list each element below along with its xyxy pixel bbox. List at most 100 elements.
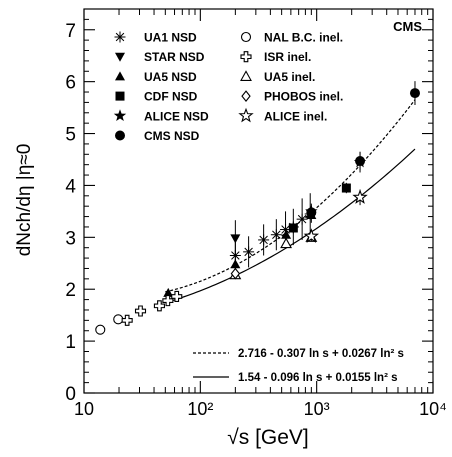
isr-inel-point-shape bbox=[121, 314, 133, 326]
legend-marker-star-nsd bbox=[115, 52, 125, 62]
phobos-inel-point bbox=[230, 267, 241, 280]
legend-marker-ua5-inel-shape bbox=[240, 70, 252, 81]
ua5-nsd-point-shape bbox=[281, 229, 292, 239]
legend-label-ua5-inel: UA5 inel. bbox=[264, 70, 315, 84]
phobos-inel-point-shape bbox=[230, 267, 241, 280]
fit-curve-nsd bbox=[165, 99, 416, 293]
y-tick-label: 4 bbox=[65, 176, 76, 197]
legend-marker-isr-inel-shape bbox=[240, 51, 252, 63]
x-tick-label: 10⁴ bbox=[419, 399, 447, 419]
legend-marker-isr-inel bbox=[240, 51, 252, 63]
isr-inel-point bbox=[171, 290, 183, 303]
isr-inel-point bbox=[134, 305, 147, 317]
star-nsd-point-shape bbox=[230, 234, 241, 244]
ua1-nsd-point bbox=[243, 246, 255, 258]
legend-marker-cms-nsd bbox=[115, 130, 125, 141]
alice-inel-point-shape bbox=[303, 228, 320, 243]
ua5-nsd-point-shape bbox=[230, 259, 241, 269]
axes: 0 1 2 3 4 5 6 7 10 10² 10³ 10⁴ bbox=[65, 9, 447, 419]
cdf-nsd-point bbox=[288, 223, 298, 233]
nal-b-c-inel-point-shape bbox=[113, 314, 124, 325]
legend-marker-cms-nsd-shape bbox=[115, 130, 125, 141]
legend-label-cdf-nsd: CDF NSD bbox=[144, 90, 198, 104]
x-axis-label: √s [GeV] bbox=[227, 426, 309, 449]
legend-label-phobos-inel: PHOBOS inel. bbox=[264, 90, 343, 104]
legend-marker-star-nsd-shape bbox=[115, 52, 125, 62]
y-tick-label: 3 bbox=[65, 228, 76, 249]
legend-marker-alice-inel bbox=[238, 107, 254, 123]
fit-curves bbox=[165, 99, 416, 304]
legend-marker-ua1-nsd bbox=[114, 31, 126, 43]
legend-label-nal-b-c-inel: NAL B.C. inel. bbox=[264, 31, 343, 45]
legend-label-alice-inel: ALICE inel. bbox=[264, 109, 327, 123]
legend-label-star-nsd: STAR NSD bbox=[144, 50, 205, 64]
y-tick-label: 2 bbox=[65, 280, 76, 301]
y-axis-label: dNch/dη |η≈0 bbox=[14, 144, 35, 257]
ua1-nsd-point-stroke bbox=[259, 235, 268, 245]
legend-label-cms-nsd: CMS NSD bbox=[144, 129, 200, 143]
y-tick-label: 5 bbox=[65, 125, 76, 146]
fit-legend: 2.716 - 0.307 ln s + 0.0267 ln² s 1.54 - … bbox=[193, 348, 404, 384]
ua1-nsd-point-stroke bbox=[272, 230, 281, 239]
alice-inel-point-shape bbox=[352, 189, 368, 204]
ua5-inel-point bbox=[280, 237, 293, 249]
isr-inel-point-shape bbox=[162, 295, 174, 307]
legend-marker-phobos-inel bbox=[241, 90, 251, 102]
legend-marker-alice-nsd-shape bbox=[113, 109, 127, 122]
star-nsd-point bbox=[230, 234, 241, 244]
ua5-nsd-point-shape bbox=[163, 287, 174, 297]
ua5-nsd-point bbox=[230, 259, 241, 269]
isr-inel-point bbox=[162, 295, 174, 307]
isr-inel-point-shape bbox=[171, 290, 183, 303]
legend-label-isr-inel: ISR inel. bbox=[264, 50, 311, 64]
y-tick-label: 0 bbox=[65, 384, 76, 405]
legend-marker-cdf-nsd bbox=[115, 91, 125, 101]
cms-nsd-point bbox=[355, 156, 366, 167]
ua1-nsd-point bbox=[296, 213, 308, 225]
legend-label-ua1-nsd: UA1 NSD bbox=[144, 31, 197, 45]
ua1-nsd-point bbox=[270, 229, 282, 241]
isr-inel-point-shape bbox=[134, 305, 147, 317]
x-tick-label: 10³ bbox=[304, 399, 330, 419]
legend-marker-cdf-nsd-shape bbox=[115, 91, 125, 101]
cms-nsd-point bbox=[409, 88, 420, 99]
legend-marker-alice-inel-shape bbox=[238, 107, 254, 123]
legend-marker-nal-b-c-inel bbox=[240, 31, 252, 43]
fit-legend-label-nsd: 2.716 - 0.307 ln s + 0.0267 ln² s bbox=[238, 348, 404, 360]
y-tick-label: 7 bbox=[65, 21, 76, 42]
nal-b-c-inel-point bbox=[95, 324, 106, 335]
cms-nsd-point bbox=[306, 207, 317, 218]
y-tick-label: 1 bbox=[65, 332, 76, 353]
cdf-nsd-point-shape bbox=[288, 223, 298, 233]
nal-b-c-inel-point-shape bbox=[95, 324, 106, 335]
alice-inel-point bbox=[352, 189, 368, 204]
legend-marker-ua5-nsd-shape bbox=[115, 71, 125, 81]
x-tick-label: 10² bbox=[187, 399, 213, 419]
legend-marker-ua5-inel bbox=[240, 70, 252, 81]
ua1-nsd-point-stroke bbox=[297, 214, 307, 224]
cms-nsd-point-shape bbox=[355, 156, 366, 167]
cdf-nsd-point bbox=[341, 183, 351, 193]
y-tick-label: 6 bbox=[65, 73, 76, 94]
legend-label-ua5-nsd: UA5 NSD bbox=[144, 70, 197, 84]
ua5-inel-point-shape bbox=[280, 237, 293, 249]
cms-nsd-point-shape bbox=[306, 207, 317, 218]
fit-legend-label-inelastic: 1.54 - 0.096 ln s + 0.0155 ln² s bbox=[238, 372, 398, 384]
ua1-nsd-point-stroke bbox=[244, 247, 253, 257]
alice-inel-point bbox=[303, 228, 320, 243]
legend-marker-phobos-inel-shape bbox=[241, 90, 251, 102]
plot-frame bbox=[83, 8, 434, 394]
isr-inel-point bbox=[153, 300, 165, 312]
legend: UA1 NSD STAR NSD UA5 NSD CDF NSD ALICE NSD CM… bbox=[113, 31, 343, 143]
x-tick-label: 10 bbox=[74, 399, 94, 419]
legend-marker-ua1-nsd-stroke bbox=[115, 32, 125, 42]
cms-nsd-point-shape bbox=[409, 88, 420, 99]
nal-b-c-inel-point bbox=[113, 314, 124, 325]
data-markers bbox=[95, 81, 420, 335]
cdf-nsd-point-shape bbox=[341, 183, 351, 193]
legend-marker-ua5-nsd bbox=[115, 71, 125, 81]
experiment-label: CMS bbox=[393, 19, 422, 34]
ua1-nsd-point bbox=[258, 234, 270, 246]
isr-inel-point bbox=[121, 314, 133, 326]
